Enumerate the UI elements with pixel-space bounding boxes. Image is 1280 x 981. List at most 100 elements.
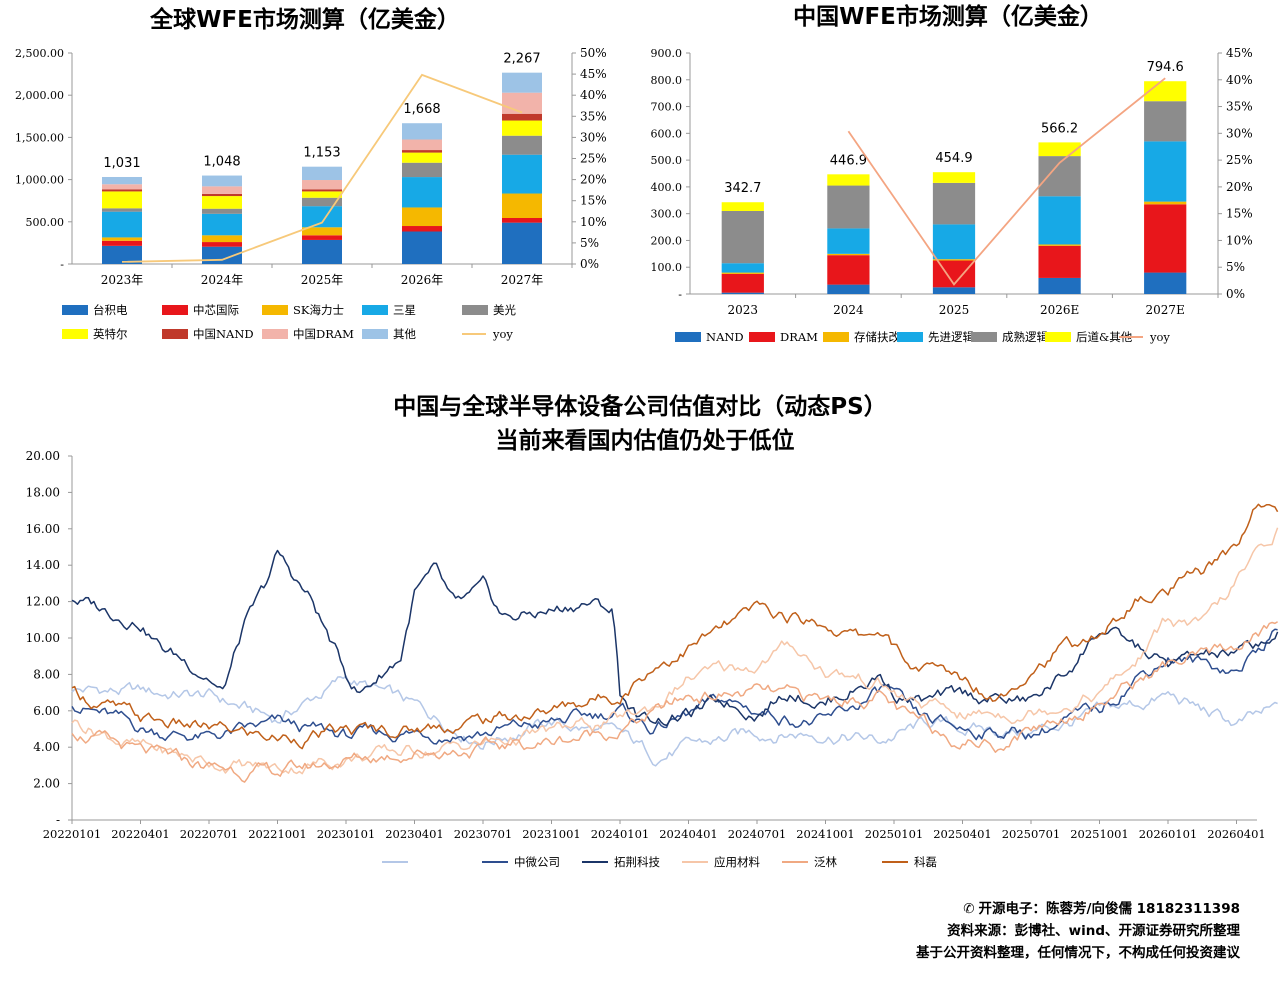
legend-swatch: [262, 329, 288, 339]
y-tick-label: 900.0: [651, 47, 683, 60]
bar-segment: [1144, 272, 1187, 294]
bar-segment: [827, 253, 870, 256]
legend-swatch: [262, 305, 288, 315]
bar-total-label: 342.7: [724, 181, 761, 196]
bar-segment: [102, 245, 142, 264]
bar-total-label: 1,153: [303, 146, 340, 161]
bar-segment: [502, 193, 542, 219]
bar-segment: [932, 259, 976, 261]
legend-label: 存储扶改: [854, 330, 900, 344]
y-tick-label: 800.0: [651, 74, 683, 87]
legend-label: 中芯国际: [193, 303, 239, 317]
bar-segment: [302, 166, 342, 181]
legend-swatch: [823, 332, 849, 342]
bar-segment: [1144, 201, 1187, 205]
legend-label: 应用材料: [714, 855, 760, 869]
x-tick-label: 20250401: [933, 827, 992, 841]
bar-segment: [721, 202, 764, 211]
bar-segment: [402, 152, 442, 163]
chart-subtitle: 当前来看国内估值仍处于低位: [496, 427, 795, 454]
bar-segment: [502, 92, 542, 114]
y-tick-label: 4.00: [33, 740, 60, 754]
legend-swatch: [62, 329, 88, 339]
footer-disclaimer: 基于公开资料整理，任何情况下，不构成任何投资建议: [916, 945, 1240, 961]
bar-segment: [302, 206, 342, 228]
bar-total-label: 566.2: [1041, 121, 1078, 136]
bar-segment: [721, 273, 764, 293]
bar-segment: [502, 120, 542, 136]
y2-tick-label: 20%: [1226, 180, 1253, 194]
x-tick-label: 20240701: [728, 827, 787, 841]
y-tick-label: 1,500.00: [15, 131, 64, 144]
series-line: [71, 621, 1278, 783]
bar-segment: [1038, 245, 1081, 278]
legend-label: DRAM: [780, 330, 818, 344]
y2-tick-label: 15%: [580, 194, 607, 208]
x-tick-label: 20241001: [796, 827, 855, 841]
y2-tick-label: 40%: [580, 88, 607, 102]
bar-segment: [102, 191, 142, 209]
bar-segment: [402, 139, 442, 151]
bar-segment: [1144, 141, 1187, 202]
bar-segment: [102, 176, 142, 185]
bar-segment: [932, 172, 976, 183]
legend-label: 三星: [393, 303, 416, 317]
footer-contact-text: 开源电子：陈蓉芳/向俊儒 18182311398: [978, 901, 1240, 917]
bar-segment: [721, 210, 764, 264]
bar-segment: [102, 208, 142, 212]
bar-segment: [932, 224, 976, 260]
legend-swatch: [675, 332, 701, 342]
y-tick-label: 600.0: [651, 127, 683, 140]
bar-segment: [502, 135, 542, 155]
y2-tick-label: 30%: [580, 130, 607, 144]
legend-label: NAND: [706, 330, 744, 344]
legend-swatch: [362, 305, 388, 315]
yoy-line: [847, 77, 1166, 286]
y-tick-label: 100.0: [651, 261, 683, 274]
bar-segment: [721, 292, 764, 294]
y-tick-label: 1,000.00: [15, 174, 64, 187]
x-tick-label: 20221001: [248, 827, 307, 841]
x-tick-label: 20251001: [1070, 827, 1129, 841]
legend-swatch: [162, 329, 188, 339]
x-tick-label: 2024: [833, 303, 864, 317]
y2-tick-label: 0%: [1226, 287, 1245, 301]
legend-swatch: [62, 305, 88, 315]
bar-chart-1: 全球WFE市场测算（亿美金） - 500.00 1,000.00 1,500.00 2,0…: [15, 6, 607, 341]
chart-title: 全球WFE市场测算（亿美金）: [149, 6, 460, 33]
chart-title: 中国与全球半导体设备公司估值对比（动态PS）: [393, 393, 886, 420]
x-tick-label: 20230701: [454, 827, 513, 841]
bar-total-label: 2,267: [503, 52, 540, 67]
y2-tick-label: 35%: [1226, 100, 1253, 114]
bar-segment: [202, 235, 242, 243]
bar-segment: [402, 207, 442, 227]
bar-segment: [827, 284, 870, 294]
series-line: [71, 503, 1279, 750]
x-tick-label: 20250101: [865, 827, 924, 841]
y-tick-label: 12.00: [26, 595, 60, 609]
legend-label: 科磊: [914, 855, 937, 869]
legend-label: 先进逻辑: [928, 330, 974, 344]
bar-segment: [827, 185, 870, 229]
x-tick-label: 2026年: [401, 273, 444, 287]
x-tick-label: 2024年: [201, 273, 244, 287]
bar-segment: [1144, 204, 1187, 273]
legend-label: 中微公司: [514, 855, 560, 869]
bar-total-label: 446.9: [830, 153, 867, 168]
y2-tick-label: 10%: [580, 215, 607, 229]
legend-swatch: [162, 305, 188, 315]
y-tick-label: 16.00: [26, 522, 60, 536]
legend-label: 中国DRAM: [293, 327, 354, 341]
y-tick-label: 2,500.00: [15, 47, 64, 60]
bar-segment: [302, 235, 342, 240]
series-line: [71, 628, 1278, 745]
bar-segment: [827, 228, 870, 254]
bar-segment: [827, 174, 870, 186]
x-tick-label: 2026E: [1040, 303, 1079, 317]
legend-swatch: [362, 329, 388, 339]
bar-segment: [202, 208, 242, 214]
x-tick-label: 20230101: [317, 827, 376, 841]
x-tick-label: 2025: [939, 303, 970, 317]
legend-label: 其他: [393, 327, 416, 341]
y-tick-label: 200.0: [651, 234, 683, 247]
